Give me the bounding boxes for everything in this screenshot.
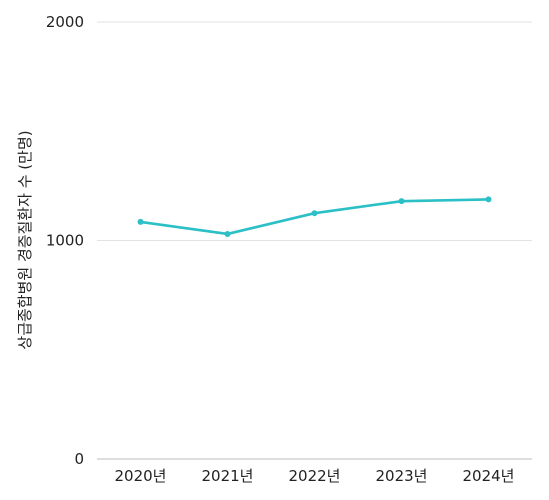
gridlines [97, 21, 532, 460]
x-tick-label: 2023년 [376, 467, 428, 485]
series-layer [137, 196, 492, 237]
y-tick-label: 2000 [46, 13, 84, 31]
y-axis-title: 상급종합병원 경증질환자 수 (만명) [16, 130, 34, 349]
data-point [137, 218, 144, 225]
x-axis-ticks: 2020년 2021년 2022년 2023년 2024년 [115, 467, 515, 485]
data-point [398, 198, 405, 205]
series-line [139, 198, 490, 236]
x-tick-label: 2021년 [202, 467, 254, 485]
y-axis-ticks: 0 1000 2000 [46, 13, 84, 468]
data-point [485, 196, 492, 203]
x-tick-label: 2020년 [115, 467, 167, 485]
y-tick-label: 0 [74, 450, 84, 468]
data-point [311, 210, 318, 217]
x-tick-label: 2022년 [289, 467, 341, 485]
data-point [224, 230, 231, 237]
y-tick-label: 1000 [46, 232, 84, 250]
x-tick-label: 2024년 [463, 467, 515, 485]
